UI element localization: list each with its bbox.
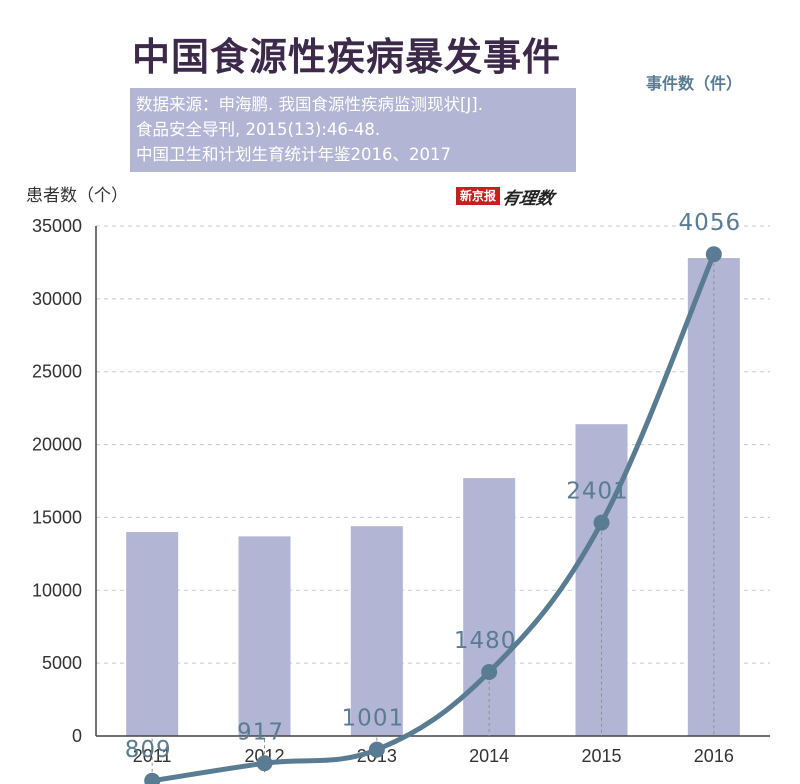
y-tick-label: 30000	[32, 289, 82, 309]
line-series-label: 事件数（件）	[646, 74, 743, 93]
x-tick-label: 2011	[133, 746, 172, 766]
source-line-2: 食品安全导刊, 2015(13):46-48.	[136, 120, 381, 139]
line-data-label: 2401	[566, 479, 629, 505]
y-tick-label: 15000	[32, 507, 82, 527]
y-tick-label: 35000	[32, 216, 82, 236]
x-tick-label: 2015	[581, 746, 621, 766]
x-tick-label: 2016	[694, 746, 734, 766]
source-box: 数据来源：申海鹏. 我国食源性疾病监测现状[J]. 食品安全导刊, 2015(1…	[130, 88, 576, 172]
source-line-1: 数据来源：申海鹏. 我国食源性疾病监测现状[J].	[136, 95, 483, 114]
source-line-3: 中国卫生和计划生育统计年鉴2016、2017	[136, 145, 451, 164]
line-data-label: 1001	[342, 706, 405, 732]
line-data-label: 4056	[679, 210, 742, 236]
y-tick-label: 25000	[32, 362, 82, 382]
logo-red-text: 新京报	[456, 187, 501, 205]
bar	[238, 536, 291, 736]
y-tick-label: 5000	[42, 653, 82, 673]
brand-logo: 新京报 有理数	[456, 186, 556, 209]
line-point	[481, 663, 498, 680]
line-point	[705, 246, 722, 263]
bar	[463, 478, 516, 736]
y-tick-label: 0	[72, 726, 82, 746]
line-point	[593, 514, 610, 531]
line-data-label: 1480	[454, 628, 517, 654]
y-tick-label: 10000	[32, 580, 82, 600]
bar	[126, 532, 179, 736]
line-point	[368, 741, 385, 758]
line-point	[144, 772, 161, 784]
bar	[350, 526, 403, 736]
line-point	[256, 755, 273, 772]
y-axis-label: 患者数（个）	[26, 186, 128, 206]
line-data-label: 809	[125, 737, 172, 763]
line-data-label: 917	[237, 719, 284, 745]
y-tick-label: 20000	[32, 435, 82, 455]
x-tick-label: 2014	[469, 746, 509, 766]
chart-title: 中国食源性疾病暴发事件	[132, 35, 562, 79]
